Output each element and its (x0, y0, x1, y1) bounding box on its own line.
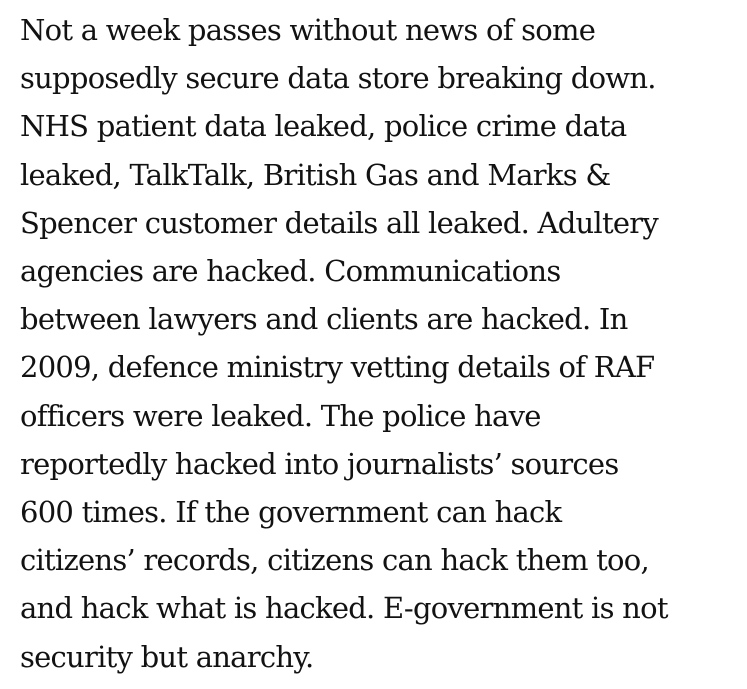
paragraph-line: between lawyers and clients are hacked. … (20, 302, 628, 337)
paragraph-line: leaked, TalkTalk, British Gas and Marks … (20, 157, 611, 192)
paragraph-line: security but anarchy. (20, 639, 314, 674)
paragraph-line: and hack what is hacked. E-government is… (20, 591, 668, 626)
article-paragraph: Not a week passes without news of some s… (20, 6, 740, 681)
paragraph-line: citizens’ records, citizens can hack the… (20, 543, 650, 578)
paragraph-line: 2009, defence ministry vetting details o… (20, 350, 655, 385)
paragraph-line: NHS patient data leaked, police crime da… (20, 109, 627, 144)
paragraph-line: officers were leaked. The police have (20, 398, 541, 433)
paragraph-line: agencies are hacked. Communications (20, 254, 561, 289)
paragraph-line: reportedly hacked into journalists’ sour… (20, 446, 619, 481)
paragraph-line: Not a week passes without news of some (20, 13, 596, 47)
paragraph-line: Spencer customer details all leaked. Adu… (20, 205, 659, 240)
paragraph-line: supposedly secure data store breaking do… (20, 61, 657, 96)
paragraph-line: 600 times. If the government can hack (20, 495, 562, 530)
